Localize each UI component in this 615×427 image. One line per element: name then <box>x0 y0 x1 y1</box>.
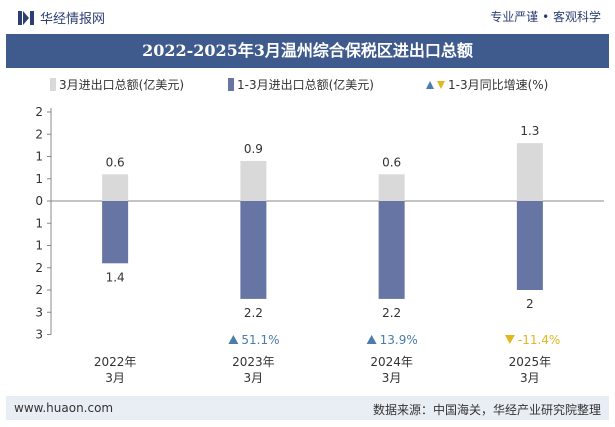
legend-item-growth: 1-3月同比增速(%) <box>426 76 548 93</box>
bar-march <box>240 160 267 201</box>
legend-label-march: 3月进出口总额(亿美元) <box>59 78 184 92</box>
bar-march <box>378 174 405 201</box>
growth-up-marker <box>228 335 239 344</box>
growth-up-marker <box>366 335 377 344</box>
legend-swatch-march <box>50 78 56 91</box>
bar-cumulative-value-label: 1.4 <box>106 270 125 284</box>
brand-name: 华经情报网 <box>40 12 106 27</box>
bar-cumulative-value-label: 2.2 <box>244 306 263 320</box>
top-bar: 华经情报网 专业严谨 • 客观科学 <box>0 0 615 34</box>
y-tick-label: 1 <box>35 150 43 164</box>
bar-cumulative <box>102 201 129 264</box>
growth-value-label: 13.9% <box>380 333 418 347</box>
legend-label-growth: 1-3月同比增速(%) <box>448 78 549 92</box>
growth-value-label: 51.1% <box>241 333 279 347</box>
bar-cumulative <box>240 201 267 299</box>
y-tick-label: 2 <box>35 127 43 141</box>
bar-march-value-label: 0.9 <box>244 142 263 156</box>
legend-down-triangle-icon <box>437 80 445 89</box>
chart-title: 2022-2025年3月温州综合保税区进出口总额 <box>6 34 609 68</box>
y-tick-label: 1 <box>35 216 43 230</box>
bar-cumulative-value-label: 2 <box>526 297 534 311</box>
bar-march-value-label: 0.6 <box>106 155 125 169</box>
x-category-label: 2023年 <box>232 355 275 369</box>
brand[interactable]: 华经情报网 <box>18 8 105 27</box>
y-tick-label: 1 <box>35 172 43 186</box>
y-tick-label: 2 <box>35 261 43 275</box>
x-category-label: 2024年 <box>370 355 413 369</box>
footer-website-link[interactable]: www.huaon.com <box>14 401 114 415</box>
legend-swatch-cumulative <box>228 78 234 91</box>
bar-cumulative-value-label: 2.2 <box>382 306 401 320</box>
y-tick-label: 3 <box>35 328 43 342</box>
x-category-label: 3月 <box>244 371 264 385</box>
legend-up-triangle-icon <box>426 80 434 89</box>
tagline: 专业严谨 • 客观科学 <box>490 10 601 24</box>
footer-source: 数据来源：中国海关，华经产业研究院整理 <box>372 403 601 417</box>
legend-label-cumulative: 1-3月进出口总额(亿美元) <box>237 78 374 92</box>
x-category-label: 3月 <box>520 371 540 385</box>
chart-legend: 3月进出口总额(亿美元) 1-3月进出口总额(亿美元) 1-3月同比增速(%) <box>0 76 615 96</box>
bar-cumulative <box>516 201 543 290</box>
growth-down-marker <box>504 335 515 344</box>
x-category-label: 2025年 <box>509 355 552 369</box>
growth-value-label: -11.4% <box>518 333 560 347</box>
y-tick-label: 0 <box>35 194 43 208</box>
bar-march <box>102 174 129 201</box>
x-category-label: 2022年 <box>94 355 137 369</box>
bar-march-value-label: 1.3 <box>520 124 539 138</box>
bar-march <box>516 143 543 201</box>
y-tick-label: 3 <box>35 305 43 319</box>
legend-item-cumulative: 1-3月进出口总额(亿美元) <box>228 76 374 93</box>
footer: www.huaon.com 数据来源：中国海关，华经产业研究院整理 <box>6 396 609 420</box>
legend-item-march: 3月进出口总额(亿美元) <box>50 76 184 93</box>
brand-logo-icon <box>18 10 34 25</box>
x-category-label: 3月 <box>105 371 125 385</box>
y-tick-label: 2 <box>35 105 43 119</box>
bar-march-value-label: 0.6 <box>382 155 401 169</box>
y-tick-label: 1 <box>35 239 43 253</box>
bar-cumulative <box>378 201 405 299</box>
y-tick-label: 2 <box>35 283 43 297</box>
x-category-label: 3月 <box>382 371 402 385</box>
